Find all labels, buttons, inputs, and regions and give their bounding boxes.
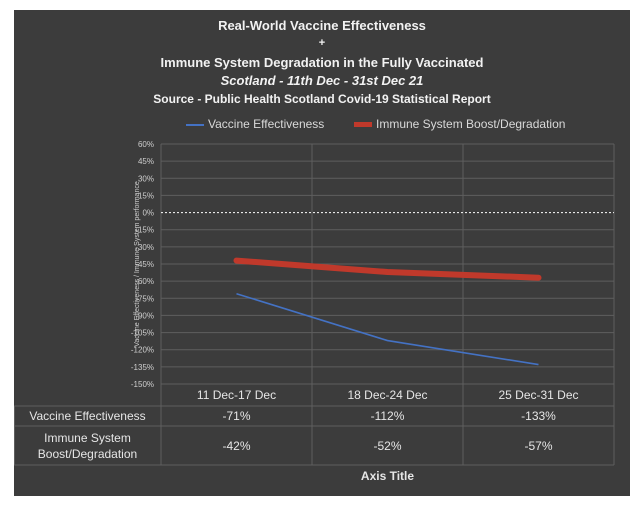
y-tick-label: -75% [135,294,154,303]
y-axis-title: Vaccine Effectiveness / Immune System pe… [134,181,141,347]
data-label-immune-system: -42% [222,439,250,453]
x-tick-label: 11 Dec-17 Dec [197,388,276,402]
y-tick-label: -120% [131,346,154,355]
chart-title-line-2: + [318,37,326,49]
chart-title-line-1: Real-World Vaccine Effectiveness [218,18,426,33]
y-tick-label: 45% [138,157,154,166]
x-tick-label: 25 Dec-31 Dec [498,388,578,402]
y-tick-label: 15% [138,191,154,200]
legend-swatch-vaccine-effectiveness [186,123,204,126]
data-label-immune-system: -52% [373,439,401,453]
y-tick-label: 0% [142,209,154,218]
series-line-immune-system [233,257,542,281]
y-tick-label: -45% [135,260,154,269]
data-label-vaccine-effectiveness: -133% [521,409,556,423]
y-tick-label: -150% [131,380,154,389]
series-line-vaccine-effectiveness [236,292,539,366]
y-tick-label: -105% [131,329,154,338]
y-tick-label: -60% [135,277,154,286]
chart-title-line-3: Immune System Degradation in the Fully V… [160,55,484,70]
legend-swatch-immune-system [354,122,372,128]
legend-item-vaccine-effectiveness: Vaccine Effectiveness [186,117,324,131]
table-row-label-immune-system-1: Immune System [44,431,131,445]
chart-area: Real-World Vaccine Effectiveness + Immun… [14,10,630,496]
data-label-vaccine-effectiveness: -71% [222,409,250,423]
data-label-vaccine-effectiveness: -112% [371,409,405,423]
y-tick-label: -15% [135,226,154,235]
table-row-label-immune-system-2: Boost/Degradation [38,447,137,461]
y-tick-label: 60% [138,140,154,149]
legend-label-immune-system: Immune System Boost/Degradation [376,117,566,131]
y-tick-label: -30% [135,243,154,252]
chart-plot: 60% 45% 30% 15% 0% -15% -30% -45% -60% -75% -90% -1… [14,140,615,483]
x-tick-label: 18 Dec-24 Dec [347,388,427,402]
legend-label-vaccine-effectiveness: Vaccine Effectiveness [208,117,325,131]
table-row-label-vaccine-effectiveness: Vaccine Effectiveness [29,409,145,423]
y-tick-label: -135% [131,363,154,372]
y-tick-label: -90% [135,311,154,320]
chart-subtitle-source: Source - Public Health Scotland Covid-19… [153,92,491,106]
x-axis-title: Axis Title [361,469,414,483]
data-label-immune-system: -57% [524,439,552,453]
y-tick-label: 30% [138,174,154,183]
chart-subtitle-dates: Scotland - 11th Dec - 31st Dec 21 [220,73,424,88]
legend-item-immune-system: Immune System Boost/Degradation [354,117,565,131]
